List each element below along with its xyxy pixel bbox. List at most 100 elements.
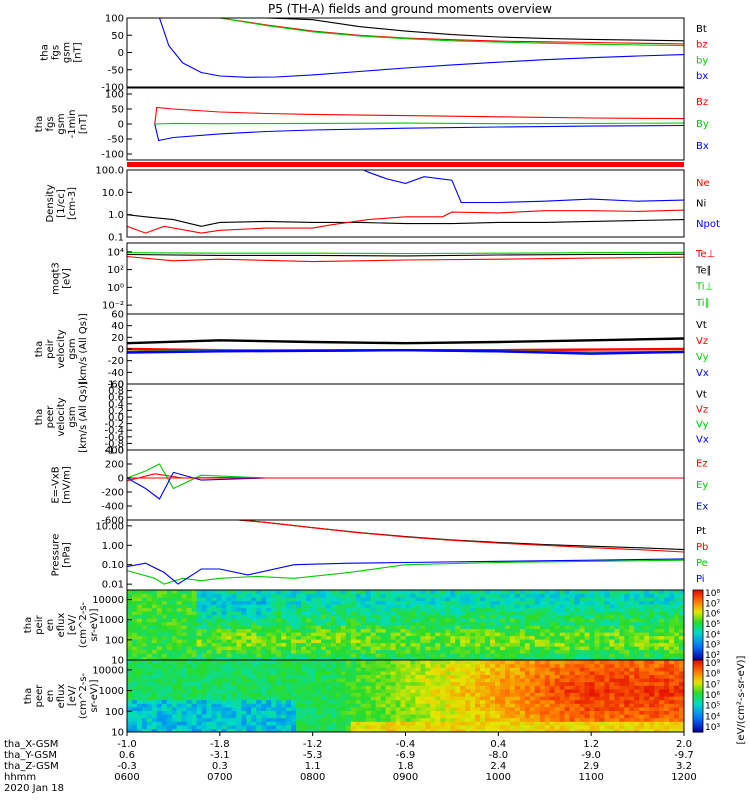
pressure-legend-Pt: Pt — [696, 526, 706, 537]
peir-en-eflux-spectrogram — [127, 590, 684, 660]
peer-en-eflux-ytick-label: 10 — [111, 728, 124, 739]
fgs-gse-1min-ylabel-line: gsm — [56, 113, 67, 134]
density-legend-Ni: Ni — [696, 199, 706, 210]
time-label: 1000 — [486, 772, 511, 783]
peir-velocity-legend-Vx: Vx — [696, 368, 709, 379]
peer-en-eflux-colorbar-tick: 10⁴ — [705, 712, 720, 722]
temperature-legend-Ti⊥: Ti⊥ — [695, 282, 713, 293]
temperature-line-Te∥ — [127, 253, 684, 257]
ephemeris-value: -1.0 — [117, 739, 137, 750]
hhmm-label: hhmm — [4, 772, 36, 783]
fgs-gsm-ylabel-line: gsm — [62, 42, 73, 63]
efield-ylabel-line: [mV/m] — [62, 466, 73, 504]
time-label: 0800 — [300, 772, 325, 783]
efield-ytick-label: -200 — [101, 488, 124, 499]
pressure-line-Pe — [127, 559, 684, 585]
peir-en-eflux-colorbar-tick: 10⁸ — [705, 589, 720, 599]
peer-velocity-ytick-label: 0.2 — [108, 406, 124, 417]
ephemeris-value: 2.4 — [490, 761, 506, 772]
fgs-gsm-ylabel-line: [nT] — [73, 42, 84, 62]
ephemeris-value: 1.1 — [305, 761, 321, 772]
peir-en-eflux-ylabel-line: [eV/ — [67, 614, 78, 635]
peer-velocity-ytick-label: -1.0 — [104, 446, 124, 457]
fgs-gse-1min-ytick-label: -50 — [108, 135, 124, 146]
fgs-gsm-legend-bx: bx — [696, 71, 708, 82]
peer-velocity-ytick-label: -0.2 — [104, 419, 124, 430]
ephemeris-value: 0.6 — [119, 750, 135, 761]
ephemeris-value: 2.9 — [583, 761, 599, 772]
fgs-gsm-line-bx — [158, 18, 684, 78]
peer-velocity-ylabel-line: velocity — [56, 397, 67, 436]
fgs-gsm-legend-Bt: Bt — [696, 24, 707, 35]
peer-en-eflux-ytick-label: 10000 — [92, 665, 124, 676]
peir-en-eflux-colorbar-tick: 10³ — [705, 641, 720, 651]
panel-efield: 400 200 0 -200 -400 -600 E=-VxB [mV/m] Ez Ey Ex — [51, 446, 709, 527]
ephemeris-value: 0.3 — [212, 761, 228, 772]
pressure-legend-Pi: Pi — [696, 574, 705, 585]
pressure-ylabel-line: Pressure — [51, 534, 62, 577]
pressure-ytick-label: 10.00 — [95, 521, 124, 532]
peir-en-eflux-ytick-label: 10 — [111, 656, 124, 667]
quality-flag-bar — [127, 162, 684, 167]
peer-en-eflux-spectrogram — [127, 660, 684, 732]
pressure-line-Pb — [238, 520, 684, 553]
ephemeris-value: -8.0 — [489, 750, 509, 761]
pressure-line-Pt — [238, 520, 684, 551]
peir-en-eflux-ylabel: tha peir en eflux [eV/(cm^2-s-sr-eV)] — [23, 601, 100, 648]
peir-en-eflux-ylabel-line: en — [45, 619, 56, 632]
panel-temperature: 10⁴ 10² 10⁰ 10⁻² moqt3 [eV] Te⊥ Te∥ Ti⊥ Ti∥ — [51, 242, 715, 315]
peer-velocity-legend-Vy: Vy — [696, 420, 709, 431]
fgs-gse-1min-ylabel-line: -1min — [67, 110, 78, 139]
fgs-gsm-ytick-label: 50 — [111, 31, 124, 42]
time-axis: -1.00.6-0.30600-1.8-3.10.30700-1.2-5.31.… — [4, 655, 747, 794]
fgs-gse-1min-ylabel-line: [nT] — [78, 114, 89, 134]
peer-velocity-legend-Vz: Vz — [696, 405, 708, 416]
fgs-gsm-ylabel-line: tha — [40, 44, 51, 60]
fgs-gsm-frame — [126, 17, 685, 88]
peir-velocity-legend-Vz: Vz — [696, 336, 708, 347]
temperature-ytick-label: 10⁴ — [107, 247, 124, 258]
peer-velocity-ylabel: tha peer velocity gsm [km/s (All Qs)] — [34, 381, 89, 453]
fgs-gse-1min-ytick-label: 100 — [105, 90, 124, 101]
efield-series — [127, 463, 684, 500]
date-label: 2020 Jan 18 — [4, 783, 64, 794]
peir-en-eflux-colorbar-tick: 10⁴ — [705, 630, 720, 640]
efield-legend-Ex: Ex — [696, 501, 708, 512]
ephemeris-value: 2.0 — [676, 739, 692, 750]
peer-en-eflux-ylabel-line: sr-eV)] — [89, 679, 100, 712]
pressure-series — [127, 520, 684, 585]
ephemeris-value: -6.9 — [396, 750, 416, 761]
efield-ytick-label: 200 — [105, 460, 124, 471]
panel-fgs-gsm: 100 50 0 -50 -100 tha fgs gsm [nT] Bt bz by bx — [40, 14, 709, 94]
peer-velocity-ytick-label: -0.8 — [104, 439, 124, 450]
density-line-Ne — [127, 209, 684, 234]
fgs-gse-1min-ytick-label: 50 — [111, 105, 124, 116]
fgs-gsm-line-Bt — [178, 18, 684, 42]
efield-line-Ex — [127, 471, 684, 500]
density-legend-Npot: Npot — [696, 219, 720, 230]
peir-velocity-ylabel-line: velocity — [56, 329, 67, 368]
peer-velocity-ytick-label: -0.6 — [104, 432, 124, 443]
peer-velocity-legend-Vx: Vx — [696, 435, 709, 446]
peer-velocity-ytick-label: 0.8 — [108, 386, 124, 397]
peer-velocity-ytick-label: 0.6 — [108, 393, 124, 404]
fgs-gsm-series — [154, 18, 684, 78]
density-ytick-label: 10.0 — [102, 188, 124, 199]
peir-en-eflux-ylabel-line: tha — [23, 617, 34, 633]
efield-line-Ey — [127, 463, 684, 490]
fgs-gse-1min-ylabel-line: fgs — [45, 116, 56, 131]
panel-pressure: 10.00 1.00 0.10 0.01 Pressure [nPa] Pt Pb Pe Pi — [51, 519, 708, 591]
pressure-ylabel-line: [nPa] — [62, 542, 73, 568]
density-ylabel-line: [1/cc] — [56, 189, 67, 218]
temperature-series — [127, 251, 684, 263]
time-label: 0900 — [393, 772, 418, 783]
pressure-ytick-label: 1.00 — [102, 541, 124, 552]
fgs-gsm-ytick-label: 100 — [105, 14, 124, 25]
fgs-gse-1min-legend-By: By — [696, 119, 709, 130]
fgs-gsm-ytick-label: -50 — [108, 65, 124, 76]
efield-legend-Ey: Ey — [696, 480, 708, 491]
peir-velocity-series — [127, 337, 684, 355]
efield-ytick-label: 0 — [118, 474, 124, 485]
peer-en-eflux-colorbar-tick: 10⁵ — [705, 702, 720, 712]
